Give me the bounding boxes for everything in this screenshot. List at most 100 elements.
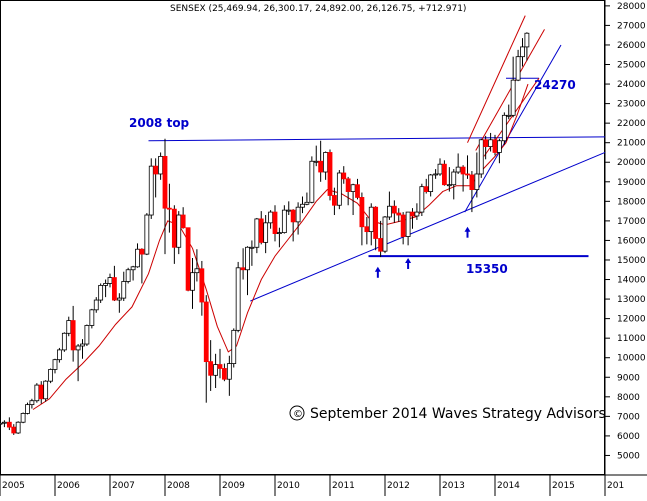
- y-tick-label: 20000: [617, 158, 646, 168]
- candle: [336, 170, 342, 210]
- candle-body-up: [451, 171, 457, 186]
- candle: [166, 183, 172, 233]
- candle-body-up: [414, 211, 420, 217]
- candle-body-down: [318, 160, 324, 173]
- candle-body-up: [281, 209, 287, 234]
- candle-body-up: [66, 320, 72, 334]
- candle-body-down: [423, 186, 429, 192]
- candle: [180, 207, 186, 229]
- candle-body-down: [345, 178, 351, 192]
- candle-body-down: [162, 155, 168, 209]
- candle-body-down: [290, 209, 296, 223]
- candle-body-up: [268, 211, 274, 224]
- candle-body-up: [84, 325, 90, 345]
- candle-body-down: [400, 214, 406, 237]
- annotation-24270: 24270: [534, 78, 576, 92]
- candle: [455, 153, 461, 174]
- candle-body-up: [20, 413, 26, 423]
- candle: [281, 205, 287, 234]
- y-tick-label: 11000: [617, 334, 646, 344]
- candle-body-down: [469, 174, 475, 191]
- candle-body-down: [166, 207, 172, 210]
- candle: [451, 169, 457, 200]
- trend-lines: [148, 15, 606, 302]
- candle-body-up: [245, 246, 250, 271]
- candle-body-down: [378, 238, 384, 252]
- arrow-head: [405, 257, 412, 263]
- candle-body-up: [107, 277, 113, 284]
- candle-body-up: [176, 214, 182, 248]
- candle: [231, 328, 237, 368]
- candle-body-down: [373, 206, 379, 239]
- y-tick-label: 12000: [617, 315, 646, 325]
- line-channel-mid: [475, 29, 545, 151]
- candle: [34, 383, 40, 403]
- candle-body-up: [48, 369, 53, 382]
- candle-body-down: [11, 426, 17, 434]
- candle: [112, 265, 117, 302]
- candle-body-up: [276, 232, 282, 235]
- candle-body-down: [341, 172, 347, 180]
- candle-body-up: [15, 421, 21, 434]
- candle: [15, 421, 21, 434]
- x-tick-label: 2007: [112, 481, 135, 491]
- candle: [318, 140, 324, 182]
- candle-body-down: [441, 163, 447, 186]
- candle-body-down: [6, 421, 12, 428]
- candle-body-up: [130, 266, 136, 271]
- x-tick-label: 2010: [277, 481, 300, 491]
- candle-body-down: [185, 227, 191, 291]
- candle: [0, 421, 3, 432]
- candle-body-down: [153, 165, 159, 175]
- candle: [405, 211, 411, 246]
- candle: [48, 368, 53, 384]
- y-tick-label: 16000: [617, 236, 646, 246]
- up-arrow-icon: [405, 257, 412, 269]
- candle-body-up: [510, 79, 516, 116]
- candle-body-up: [116, 297, 122, 301]
- candle-body-up: [433, 173, 439, 176]
- candle-body-up: [103, 283, 108, 286]
- candle: [469, 171, 475, 213]
- candle-body-up: [231, 329, 237, 364]
- candle: [290, 209, 296, 242]
- candle-body-down: [465, 173, 470, 176]
- y-tick-label: 22000: [617, 119, 646, 129]
- copyright-text: September 2014 Waves Strategy Advisors: [310, 406, 606, 422]
- candle: [355, 178, 360, 200]
- candle: [61, 332, 67, 352]
- x-tick-label: 201: [607, 481, 624, 491]
- candle-body-up: [446, 184, 452, 187]
- candle-body-down: [171, 208, 177, 248]
- candle: [483, 135, 489, 160]
- candle-body-up: [80, 343, 85, 347]
- candle: [135, 243, 140, 268]
- candle-body-up: [304, 201, 310, 205]
- candle-body-up: [263, 222, 269, 243]
- arrow-head: [374, 266, 381, 272]
- candle-body-up: [300, 203, 305, 208]
- candle: [144, 213, 150, 256]
- candle-body-up: [515, 56, 521, 81]
- y-tick-label: 26000: [617, 41, 646, 51]
- candle-body-down: [355, 184, 360, 198]
- candle-body-up: [125, 269, 131, 282]
- candle: [116, 293, 122, 313]
- candle: [391, 200, 397, 223]
- x-axis: 2005 2006 2007 2008 2009 2010 2011 2012 2013 2014…: [0, 475, 624, 496]
- candle: [38, 381, 44, 404]
- candle-body-up: [254, 218, 260, 248]
- candle: [520, 38, 525, 67]
- candle: [203, 295, 209, 403]
- candle-body-up: [524, 32, 530, 48]
- candle: [130, 265, 136, 281]
- candle-body-up: [313, 160, 319, 163]
- candle-body-up: [1, 421, 7, 424]
- candle: [103, 279, 108, 298]
- candle: [89, 308, 95, 329]
- candle: [515, 49, 521, 82]
- y-tick-label: 28000: [617, 2, 646, 12]
- candle-body-down: [203, 301, 209, 363]
- candle: [107, 273, 113, 288]
